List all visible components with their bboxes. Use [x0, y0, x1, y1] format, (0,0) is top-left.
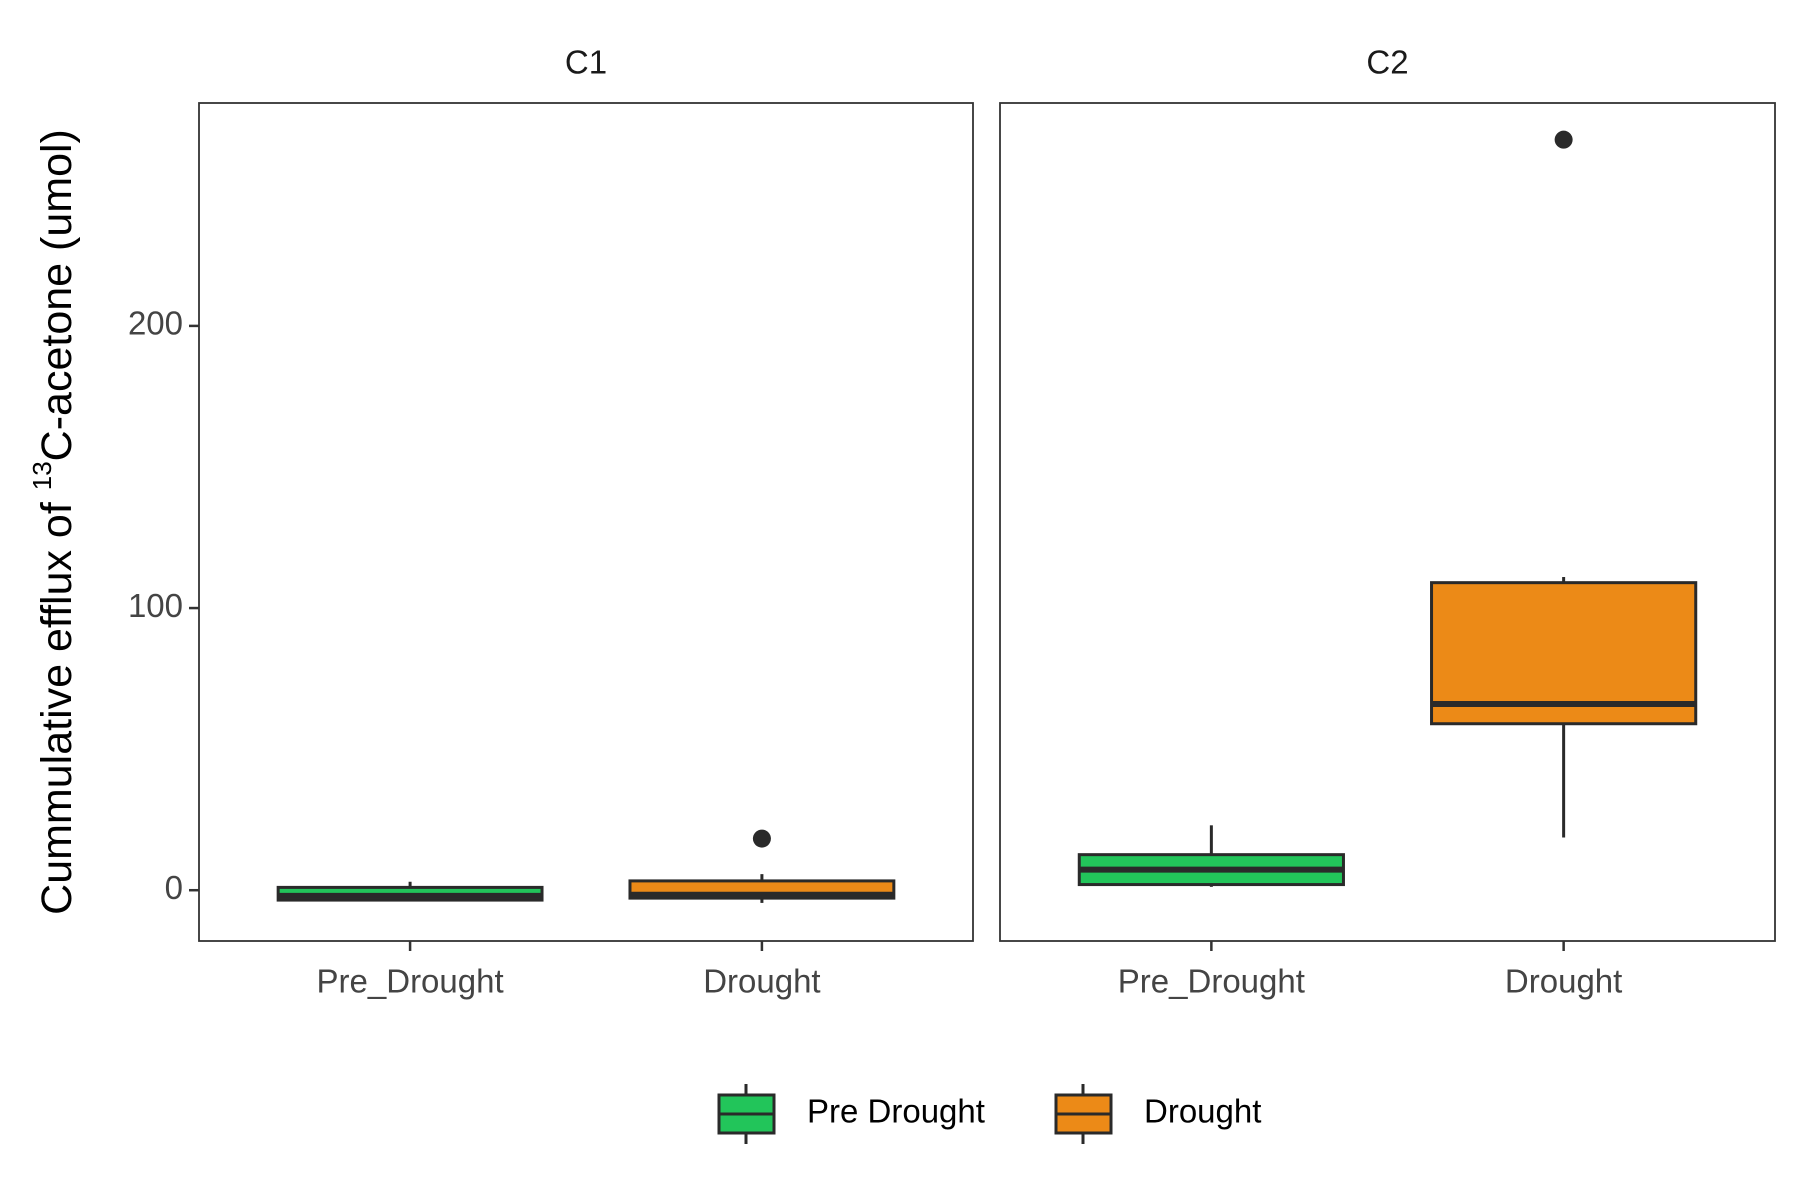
panel-title: C2 [1366, 44, 1408, 81]
y-tick-label: 100 [128, 587, 183, 624]
panel-border [999, 102, 1776, 942]
outlier [1554, 130, 1573, 149]
y-axis-label: Cummulative efflux of 13C-acetone (umol) [27, 129, 81, 915]
y-tick-label: 0 [165, 869, 183, 906]
panel-title: C1 [565, 44, 607, 81]
x-tick-label: Drought [703, 963, 820, 1000]
box [1430, 581, 1698, 726]
y-label-text: C-acetone (umol) [33, 129, 81, 461]
outlier [752, 829, 771, 848]
x-tick-label: Drought [1505, 963, 1622, 1000]
y-tick-label: 200 [128, 305, 183, 342]
x-tick-label: Pre_Drought [317, 963, 504, 1000]
y-label-text: Cummulative efflux of [33, 490, 81, 915]
legend-label: Pre Drought [807, 1093, 985, 1130]
legend-label: Drought [1144, 1093, 1261, 1130]
panel-border [198, 102, 974, 942]
y-label-superscript: 13 [27, 461, 57, 490]
x-tick-label: Pre_Drought [1118, 963, 1305, 1000]
